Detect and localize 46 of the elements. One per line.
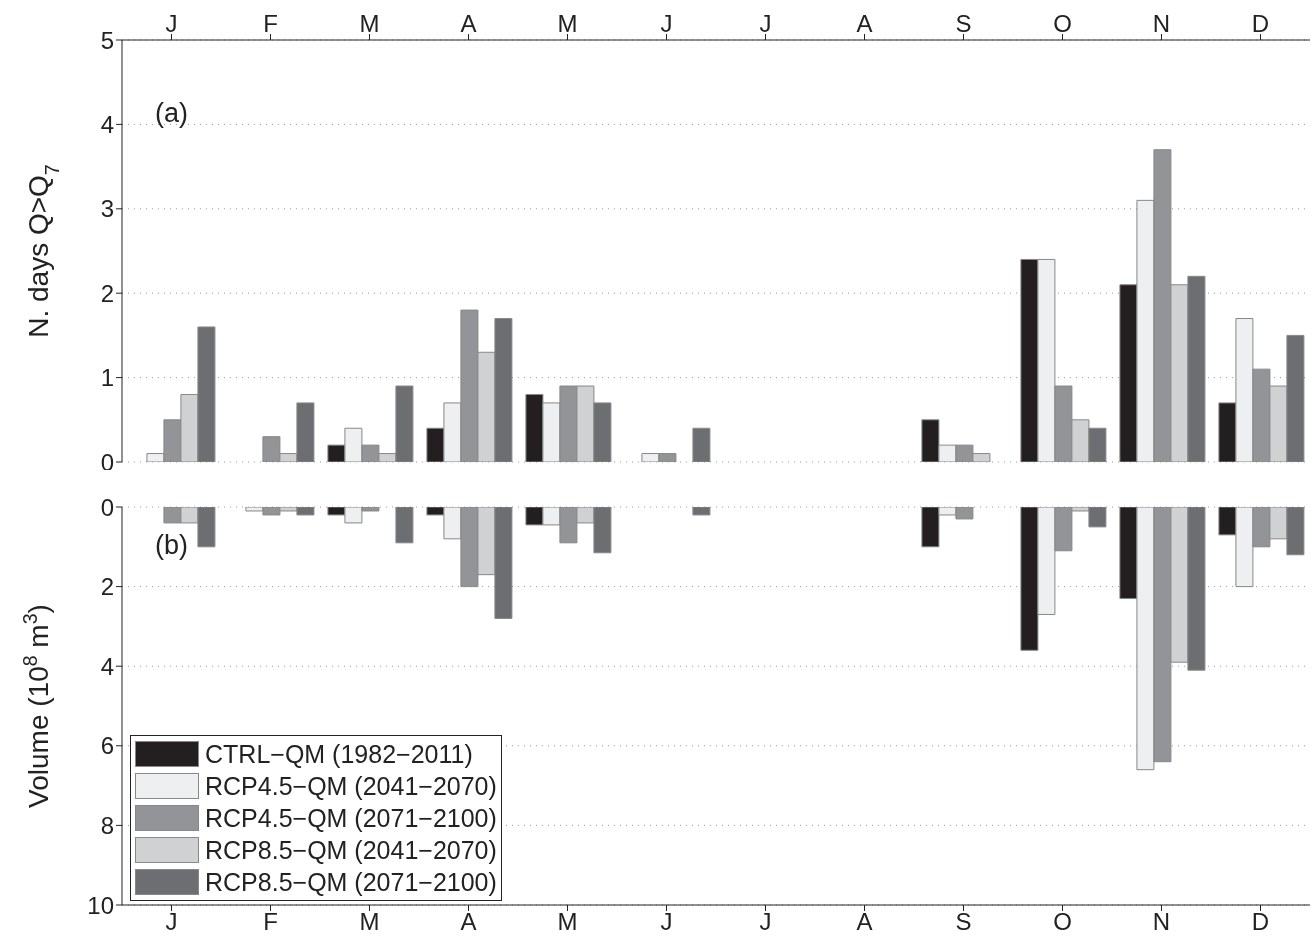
y-tick-label: 2 bbox=[100, 573, 114, 601]
x-tick-label: J bbox=[660, 908, 673, 936]
y-tick-label: 1 bbox=[100, 364, 114, 392]
x-tick-label: A bbox=[856, 10, 873, 37]
x-tick-label: N bbox=[1152, 10, 1171, 37]
y-tick-label: 6 bbox=[100, 732, 114, 760]
legend-label: RCP4.5−QM (2041−2070) bbox=[205, 771, 497, 802]
y-tick-label: 10 bbox=[87, 891, 114, 919]
bar bbox=[692, 507, 711, 516]
x-tick-label: O bbox=[1053, 10, 1072, 37]
x-tick-label: F bbox=[263, 10, 278, 37]
legend-label: RCP8.5−QM (2041−2070) bbox=[205, 835, 497, 866]
x-tick-label: J bbox=[660, 10, 673, 37]
y-tick-label: 8 bbox=[100, 811, 114, 839]
y-tick-label: 5 bbox=[100, 26, 114, 54]
x-tick-label: J bbox=[165, 10, 178, 37]
y-tick-label: 4 bbox=[100, 652, 114, 680]
legend-label: RCP8.5−QM (2071−2100) bbox=[205, 867, 497, 898]
legend-label: CTRL−QM (1982−2011) bbox=[205, 739, 473, 770]
x-tick-label: D bbox=[1251, 908, 1270, 936]
x-tick-label: A bbox=[460, 908, 477, 936]
x-tick-label: S bbox=[955, 908, 972, 936]
legend-label: RCP4.5−QM (2071−2100) bbox=[205, 803, 497, 834]
x-tick-label: O bbox=[1053, 908, 1072, 936]
x-tick-label: D bbox=[1251, 10, 1270, 37]
x-tick-label: N bbox=[1152, 908, 1171, 936]
y-tick-label: 4 bbox=[100, 110, 114, 138]
x-tick-label: A bbox=[856, 908, 873, 936]
x-tick-label: M bbox=[557, 908, 578, 936]
x-tick-label: M bbox=[359, 908, 380, 936]
x-tick-label: M bbox=[557, 10, 578, 37]
x-tick-label: M bbox=[359, 10, 380, 37]
x-tick-label: S bbox=[955, 10, 972, 37]
x-tick-label: J bbox=[759, 908, 772, 936]
annotation: (a) bbox=[155, 98, 188, 129]
x-tick-label: F bbox=[263, 908, 278, 936]
y-tick-label: 3 bbox=[100, 195, 114, 223]
bar bbox=[395, 507, 414, 544]
x-tick-label: J bbox=[165, 908, 178, 936]
y-tick-label: 0 bbox=[100, 448, 114, 476]
annotation: (b) bbox=[155, 530, 188, 561]
x-tick-label: A bbox=[460, 10, 477, 37]
x-tick-label: J bbox=[759, 10, 772, 37]
y-tick-label: 0 bbox=[100, 493, 114, 521]
y-tick-label: 2 bbox=[100, 279, 114, 307]
bar bbox=[692, 427, 711, 462]
